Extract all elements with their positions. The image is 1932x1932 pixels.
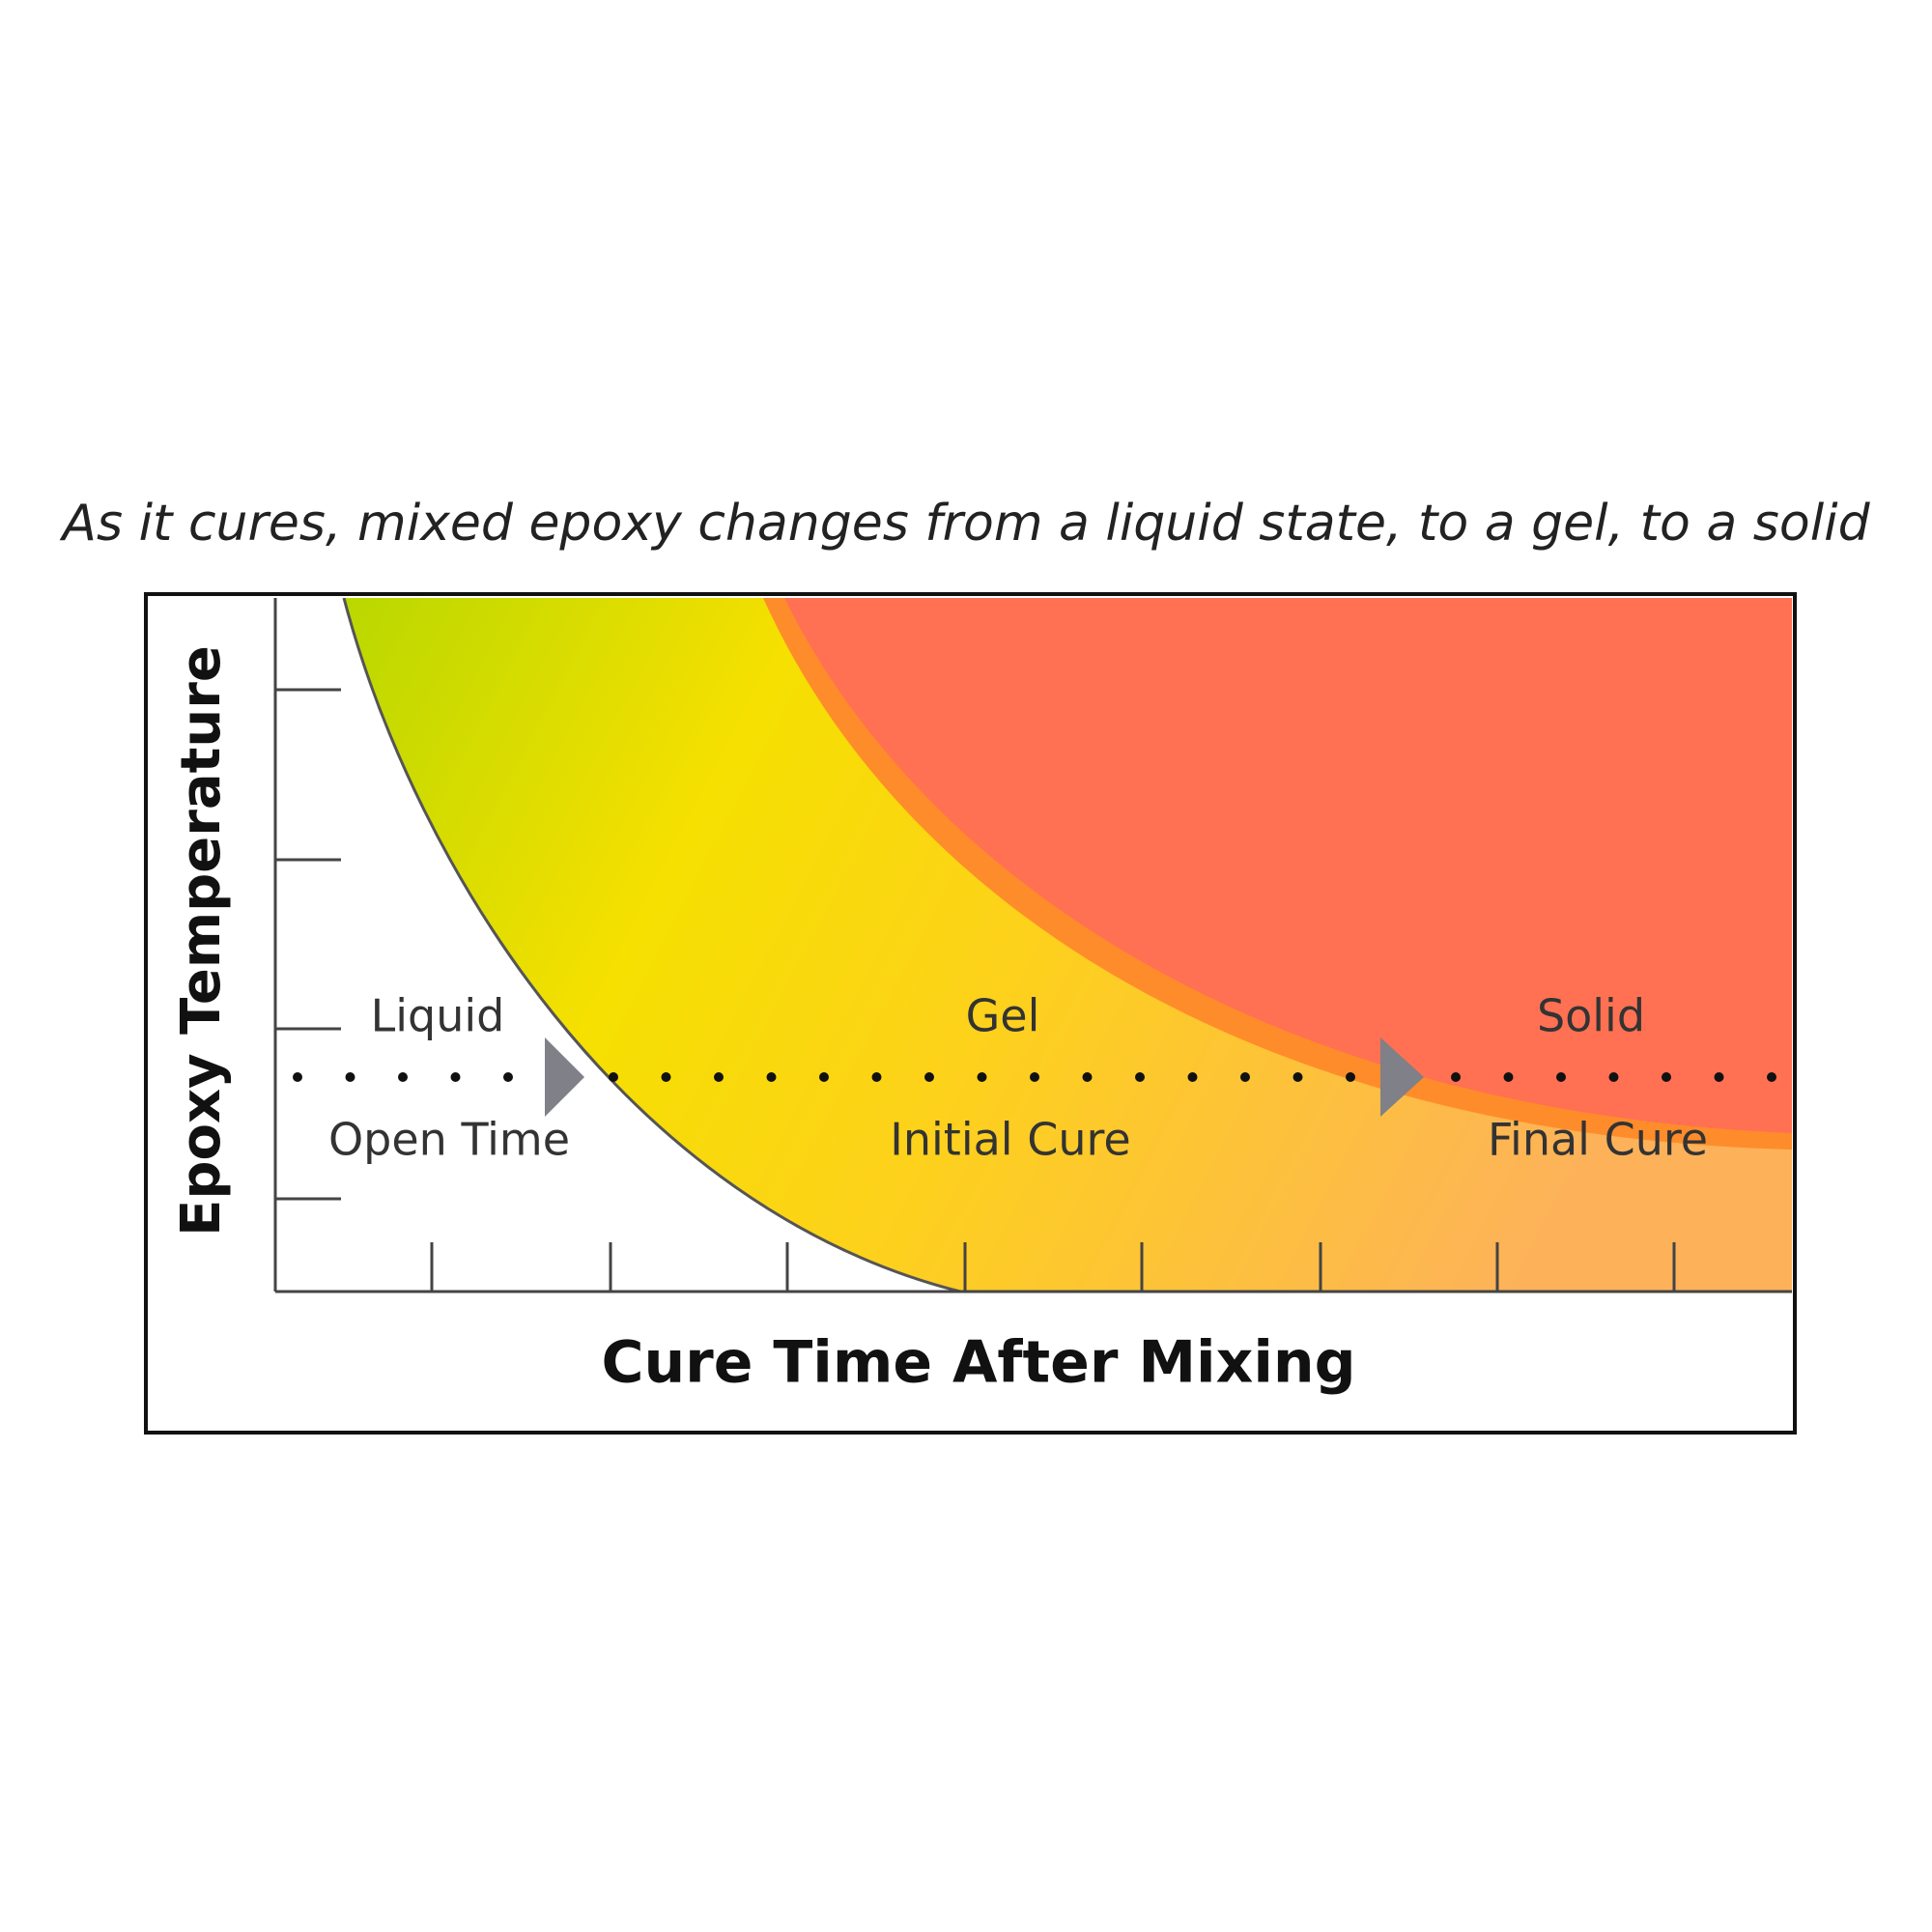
state-label: Liquid	[371, 990, 505, 1042]
title: As it cures, mixed epoxy changes from a …	[59, 495, 1870, 553]
solid-region	[784, 598, 1792, 1133]
axes	[273, 598, 1792, 1293]
arrow	[1380, 1037, 1424, 1117]
regions	[342, 598, 1792, 1292]
state-label: Gel	[966, 990, 1040, 1042]
x-axis-label: Cure Time After Mixing	[601, 1329, 1355, 1397]
phase-label: Open Time	[328, 1114, 570, 1166]
phase-label: Initial Cure	[890, 1114, 1130, 1166]
y-axis-label: Epoxy Temperature	[170, 645, 233, 1236]
phase-label: Final Cure	[1488, 1114, 1708, 1166]
liquid-boundary	[342, 598, 961, 1292]
state-label: Solid	[1537, 990, 1645, 1042]
arrow	[545, 1037, 584, 1117]
